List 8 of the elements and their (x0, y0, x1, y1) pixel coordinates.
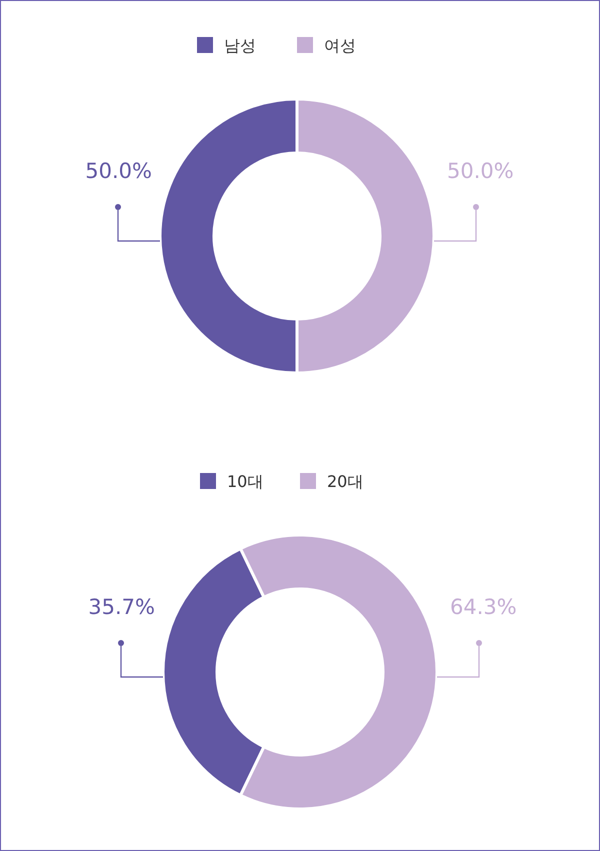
legend-label: 여성 (324, 36, 356, 55)
data-label: 64.3% (450, 595, 517, 619)
legend-label: 20대 (327, 472, 364, 491)
legend-label: 남성 (224, 36, 256, 55)
legend-label: 10대 (227, 472, 264, 491)
data-label: 50.0% (85, 159, 152, 183)
data-label: 50.0% (447, 159, 514, 183)
data-label: 35.7% (88, 595, 155, 619)
